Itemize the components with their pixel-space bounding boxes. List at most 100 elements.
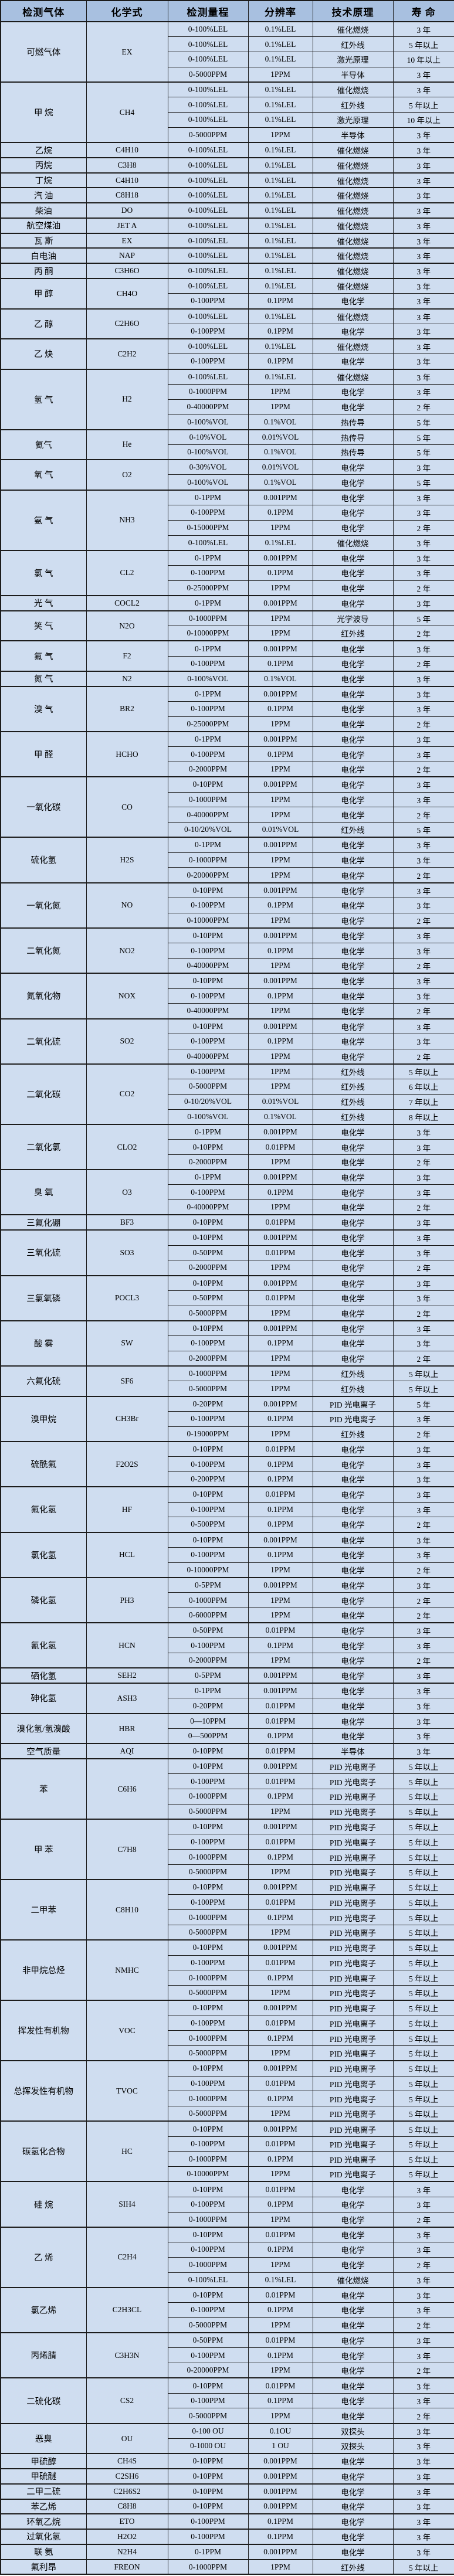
resolution-cell: 1PPM	[248, 1653, 313, 1668]
range-cell: 0-100PPM	[167, 1456, 249, 1472]
formula-cell: SO3	[86, 1229, 168, 1276]
spec-row: 0-10000PPM 1PPM 电化学 2 年	[1, 912, 454, 929]
spec-row: 0-100PPM 0.01PPM PID 光电离子 5 年以上	[1, 2015, 454, 2031]
principle-cell: PID 光电离子	[312, 1970, 394, 1986]
spec-row: 0-100PPM 0.1PPM 电化学 3 年	[1, 505, 454, 521]
gas-name-cell: 瓦 斯	[0, 232, 87, 249]
spec-row: 二氧化氮 NO2 0-10PPM 0.001PPM 电化学 3 年	[0, 927, 454, 974]
resolution-cell: 1PPM	[248, 957, 313, 974]
resolution-cell: 0.01PPM	[248, 1139, 313, 1155]
resolution-cell: 1PPM	[248, 127, 313, 143]
lifespan-cell: 3 年	[392, 1667, 454, 1684]
range-cell: 0-1000PPM	[167, 1592, 249, 1608]
principle-cell: 电化学	[312, 1350, 394, 1367]
lifespan-cell: 3 年	[392, 1335, 454, 1351]
resolution-cell: 0.1PPM	[248, 1637, 313, 1654]
gas-name-cell: 硒化氢	[0, 1667, 87, 1684]
range-cell: 0-20PPM	[167, 1395, 249, 1412]
lifespan-cell: 2 年	[392, 1426, 454, 1442]
gas-name-cell: 三氟化硼	[0, 1214, 87, 1231]
spec-row: 0-1000PPM 1PPM 电化学 3 年	[1, 383, 454, 400]
principle-cell: 电化学	[312, 2513, 394, 2530]
spec-row: 0-5000PPM 1PPM 电化学 2 年	[1, 1305, 454, 1321]
range-cell: 0-100%LEL	[167, 97, 249, 113]
principle-cell: 电化学	[312, 1018, 394, 1034]
resolution-cell: 0.1%LEL	[248, 338, 313, 355]
spec-row: 0-10000PPM 1PPM PID 光电离子 5 年以上	[1, 2166, 454, 2182]
range-cell: 0-100PPM	[167, 293, 249, 310]
range-cell: 0-5000PPM	[167, 127, 249, 143]
principle-cell: 催化燃烧	[312, 21, 394, 38]
lifespan-cell: 5 年以上	[392, 1909, 454, 1925]
range-cell: 0-20000PPM	[167, 867, 249, 883]
formula-cell: F2O2S	[86, 1440, 168, 1487]
resolution-cell: 0.1PPM	[248, 354, 313, 370]
formula-cell: EX	[86, 232, 168, 249]
range-cell: 0-1PPM	[167, 730, 249, 747]
range-cell: 0-100PPM	[167, 1834, 249, 1850]
range-cell: 0-50PPM	[167, 1622, 249, 1639]
spec-row: 甲 醇 CH4O 0-100%LEL 0.1%LEL 催化燃烧 3 年	[0, 278, 454, 310]
principle-cell: 电化学	[312, 655, 394, 672]
range-cell: 0-2000PPM	[167, 1350, 249, 1367]
formula-cell: N2H4	[86, 2543, 168, 2560]
formula-cell: C3H3N	[86, 2332, 168, 2378]
formula-cell: COCL2	[86, 595, 168, 611]
spec-row: 0-5000PPM 1PPM PID 光电离子 5 年以上	[1, 2045, 454, 2061]
principle-cell: 电化学	[312, 957, 394, 974]
gas-name-cell: 三氯氧磷	[0, 1275, 87, 1321]
lifespan-cell: 3 年	[392, 2242, 454, 2258]
spec-row: 0-5000PPM 1PPM PID 光电离子 5 年以上	[1, 1924, 454, 1941]
resolution-cell: 0.01PPM	[248, 2015, 313, 2031]
principle-cell: 红外线	[312, 36, 394, 53]
resolution-cell: 1PPM	[248, 1864, 313, 1880]
range-cell: 0-5000PPM	[167, 1924, 249, 1941]
formula-cell: H2O2	[86, 2529, 168, 2545]
gas-name-cell: 碳氢化合物	[0, 2120, 87, 2182]
gas-name-cell: 磷化氢	[0, 1576, 87, 1623]
lifespan-cell: 3 年	[392, 1637, 454, 1654]
resolution-cell: 0.001PPM	[248, 2120, 313, 2137]
principle-cell: PID 光电离子	[312, 2120, 394, 2137]
range-cell: 0-10PPM	[167, 2498, 249, 2514]
resolution-cell: 0.1PPM	[248, 2151, 313, 2167]
formula-cell: C3H8	[86, 157, 168, 174]
lifespan-cell: 3 年	[392, 338, 454, 355]
spec-row: 0-5000PPM 1PPM PID 光电离子 5 年以上	[1, 2106, 454, 2122]
principle-cell: PID 光电离子	[312, 2136, 394, 2152]
lifespan-cell: 5 年以上	[392, 1924, 454, 1941]
lifespan-cell: 3 年	[392, 1290, 454, 1306]
lifespan-cell: 5 年以上	[392, 2091, 454, 2107]
spec-row: 0-100%LEL 0.1%LEL 红外线 5 年以上	[1, 97, 454, 113]
principle-cell: 电化学	[312, 867, 394, 883]
spec-row: 氮 气 N2 0-100%VOL 0.1%VOL 电化学 3 年	[0, 670, 454, 687]
resolution-cell: 0.001PPM	[248, 2060, 313, 2077]
formula-cell: O2	[86, 459, 168, 491]
lifespan-cell: 3 年	[392, 2302, 454, 2318]
resolution-cell: 0.1PPM	[248, 2242, 313, 2258]
gas-name-cell: 氯乙烯	[0, 2286, 87, 2333]
principle-cell: 催化燃烧	[312, 232, 394, 249]
lifespan-cell: 5 年以上	[392, 1773, 454, 1790]
range-cell: 0-100PPM	[167, 1184, 249, 1201]
spec-row: 0-100PPM 0.1PPM 电化学 3 年	[1, 1456, 454, 1472]
range-cell: 0-100%VOL	[167, 1109, 249, 1125]
principle-cell: 电化学	[312, 1305, 394, 1321]
resolution-cell: 0.1PPM	[248, 2302, 313, 2318]
lifespan-cell: 3 年	[392, 1320, 454, 1337]
spec-row: 空气质量 AQI 0-10PPM 0.01PPM 半导体 3 年	[0, 1743, 454, 1759]
lifespan-cell: 3 年	[392, 1501, 454, 1518]
gas-name-cell: 甲 苯	[0, 1819, 87, 1880]
range-cell: 0-100%VOL	[167, 414, 249, 430]
principle-cell: 催化燃烧	[312, 157, 394, 174]
principle-cell: 电化学	[312, 2332, 394, 2349]
gas-name-cell: 白电油	[0, 247, 87, 264]
spec-row: 0-1000PPM 1PPM 电化学 3 年	[1, 791, 454, 808]
principle-cell: 电化学	[312, 837, 394, 853]
spec-row: 二甲苯 C8H10 0-10PPM 0.001PPM PID 光电离子 5 年以上	[0, 1879, 454, 1941]
principle-cell: 电化学	[312, 1531, 394, 1548]
formula-cell: C8H8	[86, 2498, 168, 2514]
lifespan-cell: 5 年以上	[392, 1834, 454, 1850]
lifespan-cell: 2 年	[392, 399, 454, 415]
range-cell: 0-10PPM	[167, 1879, 249, 1895]
